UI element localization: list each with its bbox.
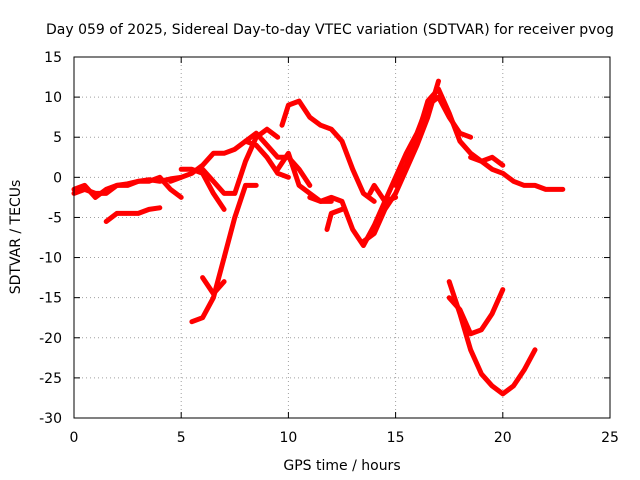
y-tick-label: 10: [44, 90, 62, 106]
y-axis-title: SDTVAR / TECUs: [8, 180, 24, 295]
y-tick-label: -15: [39, 291, 62, 307]
x-tick-label: 25: [601, 430, 619, 446]
series-trace-13: [324, 206, 345, 232]
y-tick-label: 15: [44, 50, 62, 66]
plot-frame: [73, 56, 611, 419]
series-trace-12: [307, 194, 399, 248]
x-tick-label: 20: [494, 430, 512, 446]
tick-marks: [73, 56, 611, 419]
series-trace-8: [200, 275, 227, 297]
x-tick-label: 0: [70, 430, 79, 446]
y-tick-label: 0: [53, 170, 62, 186]
x-tick-label: 10: [279, 430, 297, 446]
y-tick-label: -10: [39, 251, 62, 267]
y-tick-label: -25: [39, 371, 62, 387]
series-trace-7: [189, 182, 259, 325]
series-trace-15: [367, 94, 474, 204]
series-trace-3: [103, 205, 163, 224]
series-trace-5: [178, 166, 227, 212]
series-layer: [71, 78, 566, 397]
series-trace-9: [243, 130, 313, 188]
series-trace-6: [200, 126, 281, 196]
series-trace-14: [360, 78, 441, 244]
x-tick-label: 15: [387, 430, 405, 446]
series-trace-11: [279, 98, 377, 204]
series-trace-19: [446, 287, 506, 337]
x-axis-title: GPS time / hours: [283, 458, 400, 474]
series-trace-17: [468, 154, 566, 192]
series-trace-18: [446, 279, 538, 397]
y-tick-label: -30: [39, 411, 62, 427]
y-tick-label: 5: [53, 130, 62, 146]
y-tick-labels: -30 -25 -20 -15 -10 -5 0 5 10 15: [39, 50, 62, 427]
x-tick-label: 5: [177, 430, 186, 446]
series-trace-2: [71, 174, 184, 200]
x-tick-labels: 0 5 10 15 20 25: [70, 430, 619, 446]
y-tick-label: -5: [48, 210, 62, 226]
y-tick-label: -20: [39, 331, 62, 347]
chart-title: Day 059 of 2025, Sidereal Day-to-day VTE…: [46, 22, 614, 38]
series-trace-16: [393, 86, 506, 188]
series-trace-4: [168, 138, 291, 184]
grid: [74, 57, 610, 418]
